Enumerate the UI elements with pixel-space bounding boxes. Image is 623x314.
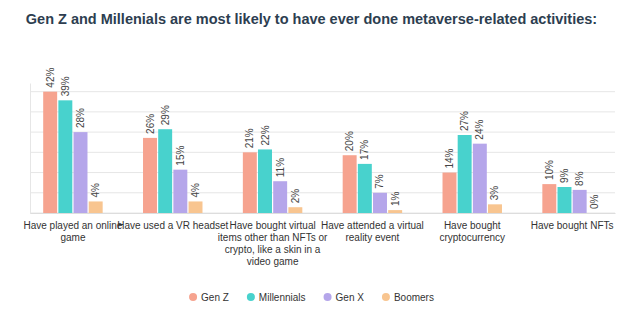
bar [89,201,103,213]
data-label: 22% [260,125,271,145]
grid [30,92,615,213]
legend-item: Millennials [247,292,306,303]
x-tick: Have attended a virtualreality event [321,213,424,243]
bar [358,164,372,213]
bar [273,181,287,213]
bar [373,193,387,213]
grid-line [30,152,615,153]
bar [573,190,587,213]
bar [173,170,187,213]
legend-item: Boomers [382,292,434,303]
data-label: 29% [160,105,171,125]
bar [143,138,157,213]
grid-line [30,192,615,193]
legend-swatch [189,293,197,301]
legend-swatch [382,293,390,301]
data-label: 15% [175,146,186,166]
series-bars [43,92,556,213]
grid-line [30,132,615,133]
x-tick: Have bought NFTs [531,213,614,231]
data-label: 42% [45,68,56,88]
data-label: 9% [559,168,570,183]
bar [388,210,402,213]
x-axis: Have played an onlinegameHave used a VR … [23,213,615,267]
data-label: 17% [359,140,370,160]
x-tick-label: Have bought virtualitems other than NFTs… [218,220,328,267]
bar [588,213,602,214]
series-bars [74,132,587,213]
bar [458,135,472,213]
bar [288,207,302,213]
legend-label: Gen Z [201,292,229,303]
x-tick-label: Have boughtcryptocurrency [439,220,505,243]
data-label: 4% [90,183,101,198]
y-axis-line [30,84,31,214]
x-axis-line [31,213,616,214]
x-tick: Have played an onlinegame [23,213,122,243]
bar [258,149,272,213]
x-tick: Have boughtcryptocurrency [439,213,505,243]
grid-line [30,111,615,112]
bar [488,204,502,213]
bar [558,187,572,213]
data-label: 10% [544,160,555,180]
legend-label: Gen X [336,292,365,303]
data-label: 7% [374,174,385,189]
grid-line [30,172,615,173]
data-label: 21% [244,128,255,148]
bar [189,201,203,213]
y-axis [30,84,32,214]
x-tick-label: Have attended a virtualreality event [321,220,424,243]
data-label: 39% [60,76,71,96]
chart: Gen Z and Millenials are most likely to … [0,0,623,314]
legend-swatch [247,293,255,301]
plot: 42% 26% 21% 20% 14% 10% 39% 29% 22% 17% 27% 9% 28% 15… [23,68,615,268]
data-label: 26% [145,114,156,134]
series-bars [58,100,571,213]
data-label: 4% [190,183,201,198]
x-tick-label: Have played an onlinegame [23,220,122,243]
legend-label: Millennials [259,292,306,303]
x-tick: Have bought virtualitems other than NFTs… [218,213,328,267]
bar [443,173,457,213]
data-label: 8% [574,171,585,186]
bar [473,144,487,213]
bar [43,92,57,213]
bar [158,129,172,213]
legend-swatch [324,293,332,301]
legend-label: Boomers [394,292,434,303]
grid-line [30,91,615,92]
data-labels: 42% 26% 21% 20% 14% 10% 39% 29% 22% 17% 27% 9% 28% 15… [45,68,601,209]
data-label: 27% [459,111,470,131]
data-label: 11% [275,158,286,177]
legend-item: Gen Z [189,292,229,303]
legend-item: Gen X [324,292,365,303]
data-label: 3% [489,186,500,201]
title: Gen Z and Millenials are most likely to … [26,11,597,27]
data-label: 14% [444,148,455,168]
data-label: 0% [589,194,600,209]
bars [43,92,586,213]
bar [74,132,88,213]
grid-line [30,213,615,214]
bar [542,184,556,213]
bar [343,155,357,213]
bar [243,152,257,213]
data-label: 20% [344,131,355,151]
x-tick-label: Have used a VR headset [117,220,228,231]
data-label: 28% [75,108,86,128]
data-label: 24% [474,120,485,140]
x-tick: Have used a VR headset [117,213,228,231]
bar [58,100,72,213]
legend: Gen Z Millennials Gen X Boomers [189,292,434,303]
data-label: 1% [390,192,401,207]
data-label: 2% [290,189,301,204]
x-tick-label: Have bought NFTs [531,220,614,231]
